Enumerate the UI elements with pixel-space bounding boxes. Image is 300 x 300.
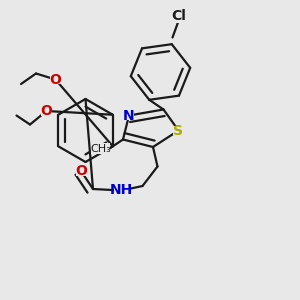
FancyBboxPatch shape — [124, 111, 134, 120]
FancyBboxPatch shape — [41, 106, 52, 116]
Text: S: S — [173, 124, 184, 137]
FancyBboxPatch shape — [170, 11, 187, 22]
FancyBboxPatch shape — [76, 166, 86, 176]
FancyBboxPatch shape — [114, 185, 129, 196]
Text: CH₃: CH₃ — [90, 143, 111, 154]
Text: NH: NH — [110, 184, 133, 197]
Text: O: O — [40, 104, 52, 118]
Text: O: O — [50, 73, 61, 86]
Text: O: O — [75, 164, 87, 178]
FancyBboxPatch shape — [91, 143, 110, 154]
Text: N: N — [123, 109, 135, 122]
FancyBboxPatch shape — [50, 75, 61, 84]
FancyBboxPatch shape — [172, 126, 184, 135]
Text: Cl: Cl — [171, 10, 186, 23]
